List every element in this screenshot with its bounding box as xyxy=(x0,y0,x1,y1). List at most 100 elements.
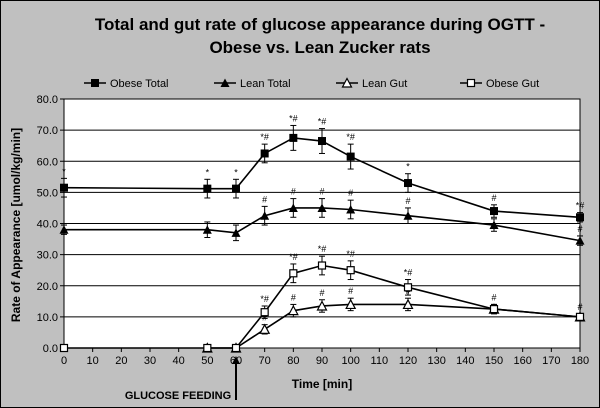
data-point-obese-total xyxy=(232,184,240,193)
x-tick-label: 100 xyxy=(341,355,359,367)
legend-label: Lean Total xyxy=(240,78,291,90)
y-tick-label: 0.0 xyxy=(43,343,58,355)
data-point-obese-total xyxy=(576,213,584,222)
series-line-obese-gut xyxy=(64,264,581,349)
x-tick-label: 160 xyxy=(513,355,531,367)
significance-label: *# xyxy=(289,252,298,262)
legend-label: Lean Gut xyxy=(362,78,407,90)
series-layer: ****#*#*#*#*#*##############*#*#*#*#*# xyxy=(59,113,586,353)
y-tick-label: 30.0 xyxy=(37,250,58,262)
y-axis-ticks: 0.0 10.0 20.0 30.0 40.0 50.0 60.0 70.0 80.0 xyxy=(37,94,64,355)
y-tick-label: 10.0 xyxy=(37,312,58,324)
glucose-feeding-annotation: GLUCOSE FEEDING xyxy=(125,356,240,402)
legend-marker xyxy=(466,78,476,88)
data-point-obese-gut xyxy=(59,343,69,353)
x-tick-label: 150 xyxy=(485,355,503,367)
x-tick-label: 70 xyxy=(259,355,271,367)
data-point-obese-total xyxy=(60,183,68,192)
data-point-obese-total xyxy=(318,137,326,146)
significance-label: *# xyxy=(404,268,413,278)
y-tick-label: 50.0 xyxy=(37,187,58,199)
series-obese-total: * * **#*# *#*#*#*# xyxy=(60,113,585,223)
data-point-obese-gut xyxy=(317,261,327,270)
x-tick-label: 10 xyxy=(87,355,99,367)
significance-label: # xyxy=(577,224,582,234)
chart-title-line2: Obese vs. Lean Zucker rats xyxy=(209,38,430,57)
significance-label: # xyxy=(319,288,324,298)
x-axis-label: Time [min] xyxy=(292,377,352,391)
significance-label: *# xyxy=(318,244,327,254)
y-tick-label: 80.0 xyxy=(37,94,58,106)
significance-label: # xyxy=(319,187,324,197)
legend-label: Obese Gut xyxy=(486,78,539,90)
significance-label: # xyxy=(348,286,353,296)
legend-marker xyxy=(91,79,99,87)
significance-label: *# xyxy=(346,249,355,259)
y-tick-label: 60.0 xyxy=(37,156,58,168)
data-point-obese-gut xyxy=(260,308,269,317)
x-tick-label: 80 xyxy=(287,355,299,367)
data-point-obese-gut xyxy=(346,266,355,275)
y-tick-label: 40.0 xyxy=(37,219,58,231)
x-tick-label: 30 xyxy=(144,355,156,367)
series-lean-total: # # # # # # xyxy=(59,187,585,246)
data-point-lean-total xyxy=(346,204,356,214)
significance-label: * xyxy=(206,167,210,177)
significance-label: # xyxy=(291,187,296,197)
significance-label: # xyxy=(291,292,296,302)
significance-label: *# xyxy=(260,294,269,304)
significance-label: *# xyxy=(318,117,327,127)
significance-label: *# xyxy=(346,132,355,142)
x-tick-label: 170 xyxy=(542,355,560,367)
data-point-obese-gut xyxy=(289,269,298,278)
data-point-lean-total xyxy=(489,220,499,230)
data-point-obese-total xyxy=(404,179,412,188)
data-point-obese-total xyxy=(490,207,498,216)
legend-label: Obese Total xyxy=(110,78,169,90)
legend: Obese Total Lean Total Lean Gut Obese Gut xyxy=(84,77,539,90)
data-point-obese-total xyxy=(260,149,269,158)
data-point-lean-gut xyxy=(259,323,271,334)
y-tick-label: 70.0 xyxy=(37,125,58,137)
significance-label: * xyxy=(62,166,66,176)
data-point-lean-total xyxy=(260,211,270,220)
data-point-obese-gut xyxy=(575,312,585,321)
data-point-lean-total xyxy=(288,203,298,212)
x-tick-label: 90 xyxy=(316,355,328,367)
legend-item-obese-total: Obese Total xyxy=(84,78,169,90)
significance-label: *# xyxy=(576,201,585,211)
significance-label: # xyxy=(491,292,496,302)
legend-item-obese-gut: Obese Gut xyxy=(460,78,539,90)
data-point-lean-gut xyxy=(402,298,414,310)
data-point-lean-total xyxy=(317,203,327,212)
significance-label: # xyxy=(577,302,582,312)
significance-label: * xyxy=(234,167,238,177)
glucose-feeding-arrowhead xyxy=(232,356,240,364)
legend-item-lean-gut: Lean Gut xyxy=(336,77,407,90)
y-axis-label: Rate of Appearance [umol/kg/min] xyxy=(9,128,23,322)
data-point-lean-total xyxy=(403,211,413,220)
legend-marker xyxy=(220,78,230,87)
data-point-obese-gut xyxy=(489,304,499,314)
data-point-lean-gut xyxy=(316,300,328,311)
data-point-obese-gut xyxy=(231,343,241,353)
series-line-obese-total xyxy=(63,137,581,219)
data-point-lean-gut xyxy=(345,298,357,310)
significance-label: # xyxy=(262,194,267,204)
x-tick-label: 110 xyxy=(371,355,389,367)
data-point-obese-total xyxy=(346,152,355,161)
significance-label: *# xyxy=(289,113,298,123)
data-point-obese-gut xyxy=(403,283,413,292)
data-point-obese-total xyxy=(289,133,298,142)
x-tick-label: 0 xyxy=(61,355,67,367)
significance-label: * xyxy=(406,162,410,172)
series-line-lean-total xyxy=(64,207,581,242)
x-tick-label: 180 xyxy=(571,355,589,367)
x-axis-ticks: 0102030405060708090100110120130140150160… xyxy=(61,348,589,367)
data-point-lean-total xyxy=(59,225,69,234)
data-point-obese-gut xyxy=(203,343,212,353)
x-tick-label: 130 xyxy=(427,355,445,367)
legend-item-lean-total: Lean Total xyxy=(214,78,291,90)
significance-label: # xyxy=(491,193,496,203)
